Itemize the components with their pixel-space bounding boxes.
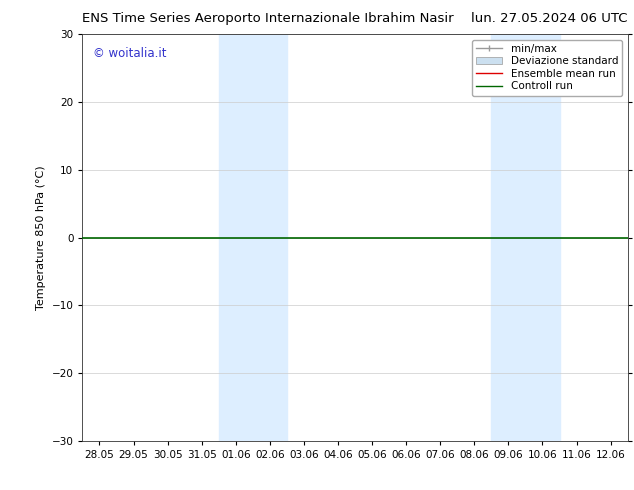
Bar	[219, 34, 253, 441]
Text: © woitalia.it: © woitalia.it	[93, 47, 167, 59]
Y-axis label: Temperature 850 hPa (°C): Temperature 850 hPa (°C)	[36, 165, 46, 310]
Text: lun. 27.05.2024 06 UTC: lun. 27.05.2024 06 UTC	[471, 12, 628, 25]
Bar	[526, 34, 559, 441]
Bar	[491, 34, 526, 441]
Legend: min/max, Deviazione standard, Ensemble mean run, Controll run: min/max, Deviazione standard, Ensemble m…	[472, 40, 623, 96]
Text: ENS Time Series Aeroporto Internazionale Ibrahim Nasir: ENS Time Series Aeroporto Internazionale…	[82, 12, 454, 25]
Bar	[253, 34, 287, 441]
